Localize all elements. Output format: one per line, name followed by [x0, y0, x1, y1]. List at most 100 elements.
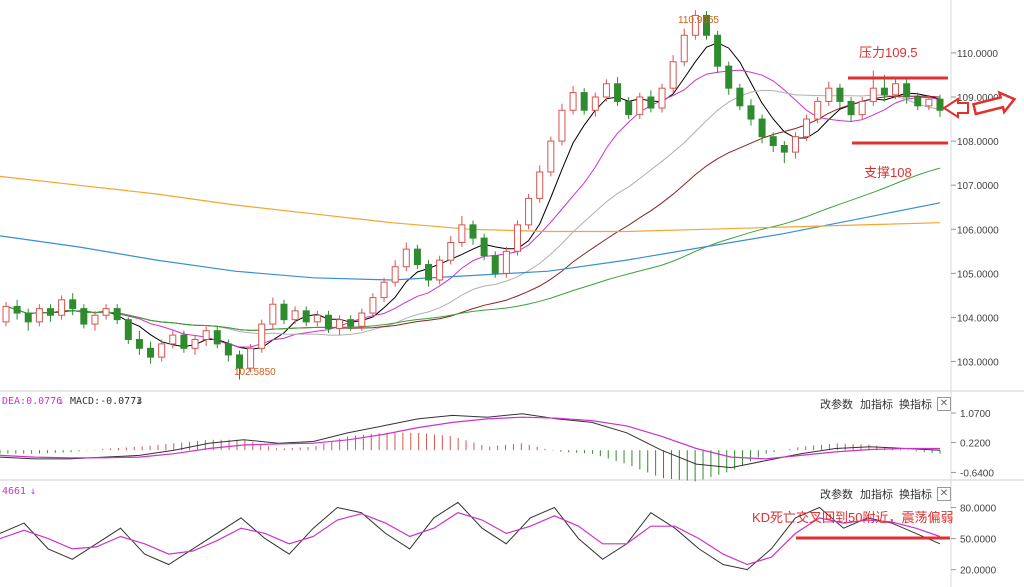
candle: [380, 281, 388, 299]
candle: [369, 297, 377, 314]
price-tick-label: 109.0000: [957, 93, 999, 104]
candles: [2, 10, 944, 380]
change-params-button[interactable]: 改参数: [820, 399, 853, 411]
ma60-line: [5, 167, 941, 331]
candle: [469, 224, 477, 239]
candle: [925, 98, 933, 107]
candle: [758, 118, 766, 138]
candle: [69, 299, 77, 310]
k-line: [0, 501, 941, 571]
candle: [803, 118, 811, 138]
candle: [680, 34, 688, 63]
candle: [591, 96, 599, 111]
candle: [258, 323, 266, 349]
candle: [569, 92, 577, 111]
candle: [769, 136, 777, 147]
price-tick-label: 103.0000: [957, 358, 999, 369]
candle: [135, 339, 143, 349]
price-axis-ticks: 110.0000 109.0000 108.0000 107.0000 106.0000…: [951, 49, 999, 369]
dea-line: [0, 416, 940, 460]
candle: [669, 61, 677, 89]
candle: [647, 96, 655, 109]
candle: [313, 314, 321, 323]
candle: [869, 87, 877, 102]
candle: [536, 171, 544, 199]
candle: [402, 248, 410, 268]
add-indicator-button[interactable]: 加指标: [860, 489, 893, 501]
candle: [791, 136, 799, 153]
candle: [13, 305, 21, 314]
kd-tick-label: 50.0000: [960, 535, 997, 546]
candle: [302, 310, 310, 323]
candle: [180, 334, 188, 349]
candle: [347, 319, 355, 327]
candle: [458, 224, 466, 243]
arrow-icon: [971, 90, 1017, 116]
candle: [291, 310, 299, 321]
ma250-line: [0, 175, 941, 233]
price-tick-label: 108.0000: [957, 137, 999, 148]
change-params-button[interactable]: 改参数: [820, 489, 853, 501]
ma30-line: [5, 95, 941, 331]
kd-note: KD死亡交叉回到50附近，震荡偏弱: [752, 510, 954, 525]
candle: [247, 347, 255, 369]
candle: [236, 354, 243, 369]
candle: [714, 34, 722, 67]
candle: [324, 314, 332, 329]
ma10-line: [5, 69, 941, 348]
candle: [703, 14, 710, 36]
candle: [202, 330, 210, 341]
candle: [158, 343, 166, 358]
d-line: [0, 512, 941, 566]
macd-panel: 1.0700 0.2200 -0.6400: [0, 409, 994, 482]
add-indicator-button[interactable]: 加指标: [860, 399, 893, 411]
support-label: 支撑108: [864, 165, 912, 180]
candle: [847, 100, 855, 116]
candle: [892, 83, 900, 96]
candle: [547, 140, 555, 173]
swap-indicator-button[interactable]: 换指标: [899, 489, 932, 501]
candle: [102, 308, 110, 316]
down-arrow-icon: ↓: [58, 396, 65, 407]
candle: [58, 299, 66, 316]
candle: [413, 248, 421, 266]
candle: [2, 305, 10, 323]
close-icon[interactable]: ✕: [937, 487, 951, 501]
candle: [836, 87, 844, 102]
candle: [525, 197, 533, 226]
candle: [269, 303, 277, 325]
candle: [614, 83, 622, 102]
resistance-label: 压力109.5: [859, 45, 918, 60]
candle: [602, 83, 610, 98]
candle: [436, 259, 444, 281]
candle: [425, 264, 433, 281]
kd-value: 4661: [2, 486, 27, 497]
kd-tick-label: 20.0000: [960, 566, 997, 577]
candle: [814, 100, 822, 120]
close-icon[interactable]: ✕: [937, 397, 951, 411]
dif-line: [0, 413, 941, 469]
swap-indicator-button[interactable]: 换指标: [899, 399, 932, 411]
down-arrow-icon: ↓: [30, 486, 37, 497]
price-tick-label: 110.0000: [957, 49, 998, 60]
candle: [558, 109, 566, 142]
candle: [936, 98, 944, 111]
candle: [113, 308, 121, 321]
candle: [691, 14, 699, 36]
candle: [358, 312, 366, 327]
candle: [491, 255, 499, 274]
low-price-label: 102.5850: [234, 367, 276, 378]
candle: [914, 96, 922, 107]
down-arrow-icon: ↓: [136, 396, 143, 407]
candle: [480, 237, 488, 257]
candle: [224, 343, 232, 356]
candle: [91, 314, 99, 325]
macd-tick-label: -0.6400: [960, 468, 994, 479]
candle: [46, 308, 54, 316]
candle: [903, 83, 911, 98]
candle: [636, 96, 644, 116]
candle: [124, 319, 132, 340]
price-tick-label: 104.0000: [957, 313, 999, 324]
candle: [502, 250, 510, 274]
macd-tick-label: 1.0700: [960, 409, 991, 420]
